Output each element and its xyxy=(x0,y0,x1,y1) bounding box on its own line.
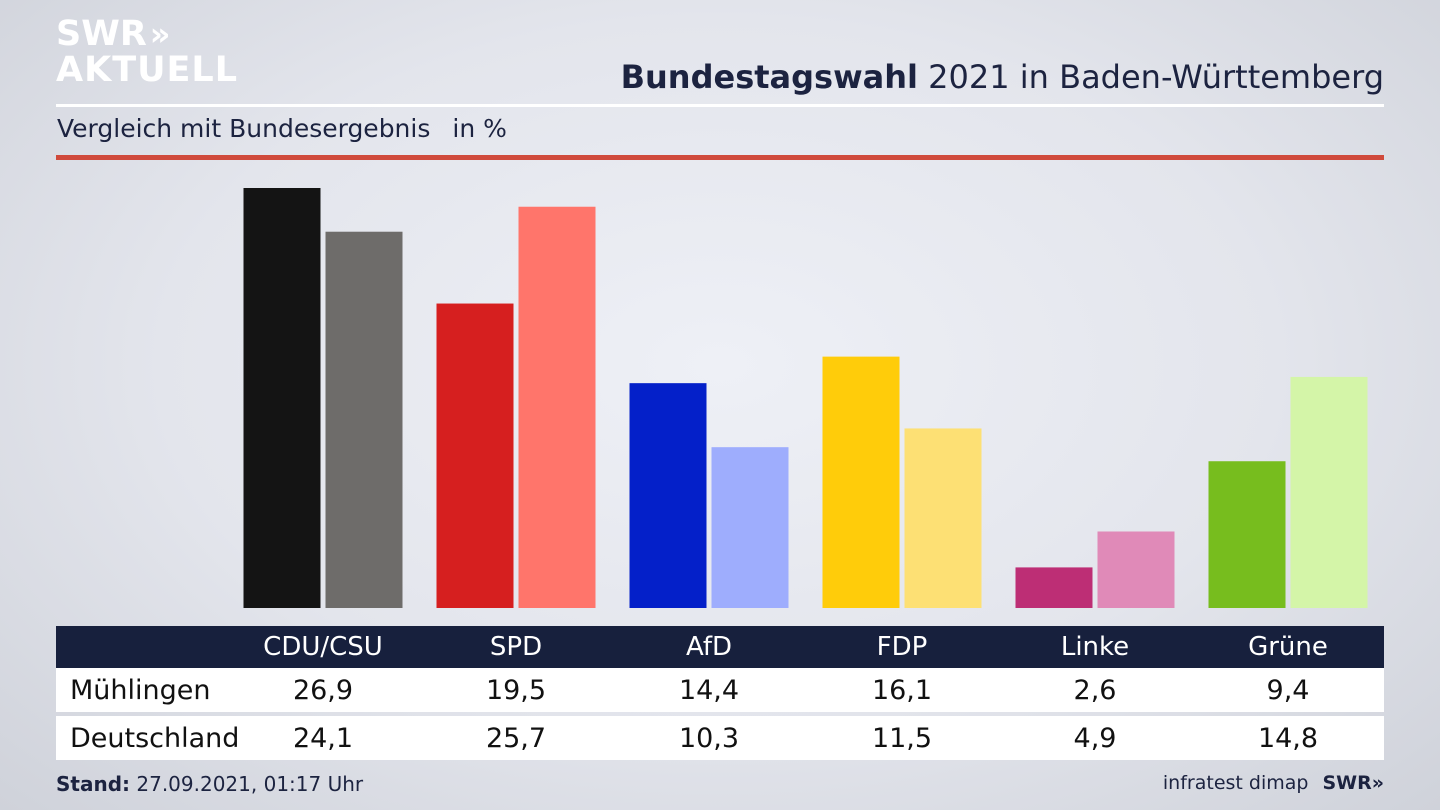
table-cell: 25,7 xyxy=(485,722,547,754)
logo-line-swr: SWR» xyxy=(56,16,238,52)
title-divider xyxy=(56,104,1384,107)
table-cell: 24,1 xyxy=(292,722,354,754)
table-cell: 26,9 xyxy=(292,674,354,706)
row-label: Mühlingen xyxy=(70,674,211,706)
table-cell: 19,5 xyxy=(485,674,547,706)
table-header-row: CDU/CSU SPD AfD FDP Linke Grüne xyxy=(56,626,1384,668)
swr-aktuell-logo: SWR» AKTUELL xyxy=(56,16,238,88)
column-header: AfD xyxy=(685,632,733,662)
source-text: infratest dimap xyxy=(1162,772,1309,794)
table-cell: 11,5 xyxy=(871,722,933,754)
bar-afd-local xyxy=(629,383,707,608)
table-row: Mühlingen 26,9 19,5 14,4 16,1 2,6 9,4 xyxy=(56,668,1384,712)
row-label: Deutschland xyxy=(70,722,240,754)
bar-grüne-national xyxy=(1290,376,1368,608)
swr-brand-logo: SWR» xyxy=(1322,772,1384,794)
table-row: Deutschland 24,1 25,7 10,3 11,5 4,9 14,8 xyxy=(56,716,1384,760)
stand-value: 27.09.2021, 01:17 Uhr xyxy=(130,772,364,796)
bar-chart xyxy=(243,188,1368,608)
source-credit: infratest dimap SWR» xyxy=(1163,772,1384,794)
bar-fdp-local xyxy=(822,356,900,608)
bar-linke-national xyxy=(1097,531,1175,608)
unit-label: in % xyxy=(452,114,507,143)
subtitle-text: Vergleich mit Bundesergebnis xyxy=(57,114,431,143)
logo-line-aktuell: AKTUELL xyxy=(56,50,239,90)
stand-label: Stand: xyxy=(56,772,131,796)
table-cell: 14,4 xyxy=(678,674,740,706)
logo-chevrons-icon: » xyxy=(149,15,171,53)
bar-linke-local xyxy=(1015,567,1093,608)
column-header: Linke xyxy=(1060,632,1130,662)
table-cell: 2,6 xyxy=(1073,674,1117,706)
table-cell: 10,3 xyxy=(678,722,740,754)
column-header: FDP xyxy=(876,632,928,662)
bar-cdu-csu-national xyxy=(325,231,403,608)
bar-afd-national xyxy=(711,447,789,608)
bar-fdp-national xyxy=(904,428,982,608)
table-cell: 14,8 xyxy=(1257,722,1319,754)
table-cell: 16,1 xyxy=(871,674,933,706)
bar-grüne-local xyxy=(1208,461,1286,608)
column-header: Grüne xyxy=(1248,632,1328,662)
chart-subtitle: Vergleich mit Bundesergebnis in % xyxy=(57,114,507,143)
bar-spd-local xyxy=(436,303,514,608)
bar-cdu-csu-local xyxy=(243,188,321,608)
bar-spd-national xyxy=(518,206,596,608)
column-header: CDU/CSU xyxy=(263,632,383,662)
table-cell: 4,9 xyxy=(1073,722,1117,754)
title-bold: Bundestagswahl xyxy=(620,58,918,96)
subtitle-divider xyxy=(56,155,1384,160)
column-header: SPD xyxy=(489,632,543,662)
timestamp: Stand: 27.09.2021, 01:17 Uhr xyxy=(56,772,363,796)
title-rest: 2021 in Baden-Württemberg xyxy=(917,58,1384,96)
results-table: CDU/CSU SPD AfD FDP Linke Grüne Mühlingen 26,… xyxy=(56,626,1384,760)
page-title: Bundestagswahl 2021 in Baden-Württemberg xyxy=(621,58,1384,96)
table-cell: 9,4 xyxy=(1266,674,1310,706)
logo-swr-text: SWR xyxy=(56,14,147,54)
